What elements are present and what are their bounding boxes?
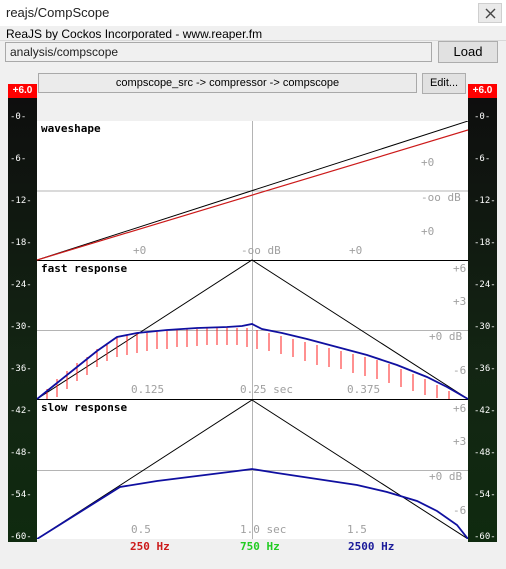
panel-title-waveshape: waveshape <box>41 122 101 135</box>
waveshape-x-label: +0 <box>349 244 363 257</box>
meter-scale-label: -12- <box>10 196 32 206</box>
slow-db-label: +0 dB <box>429 470 463 483</box>
slow-envelope-line <box>37 399 468 539</box>
fast-time-tick: 0.25 sec <box>240 383 293 396</box>
legend-2500hz: 2500 Hz <box>348 540 395 553</box>
meter-scale-label: -60- <box>474 532 496 542</box>
load-button[interactable]: Load <box>438 41 498 63</box>
panel-title-slow-response: slow response <box>41 401 128 414</box>
slow-db-label: +6 <box>453 402 467 415</box>
meter-scale-label: -48- <box>474 448 496 458</box>
waveshape-x-label: -oo dB <box>241 244 281 257</box>
fast-db-label: +0 dB <box>429 330 463 343</box>
waveshape-response-line <box>37 129 468 261</box>
meter-scale-label: -0- <box>10 112 27 122</box>
waveshape-x-label: +0 <box>133 244 147 257</box>
divider <box>0 40 506 41</box>
edit-button[interactable]: Edit... <box>422 73 466 94</box>
panel-title-fast-response: fast response <box>41 262 128 275</box>
fx-chain-label: compscope_src -> compressor -> compscope <box>38 73 417 93</box>
meter-scale-label: -18- <box>10 238 32 248</box>
waveshape-linear-line <box>37 121 468 261</box>
waveshape-db-label: +0 <box>421 156 435 169</box>
meter-scale-label: -6- <box>10 154 27 164</box>
fast-response-blue <box>37 323 468 400</box>
close-icon <box>485 8 496 19</box>
meter-scale-label: -24- <box>10 280 32 290</box>
meter-scale-label: -30- <box>474 322 496 332</box>
slow-db-label: +3 <box>453 435 467 448</box>
slow-response-blue <box>37 468 468 539</box>
title-bar: reajs/CompScope <box>0 0 506 26</box>
meter-scale-label: -42- <box>474 406 496 416</box>
fast-time-tick: 0.375 <box>347 383 381 396</box>
slow-time-tick: 0.5 <box>131 523 151 536</box>
script-path-field[interactable]: analysis/compscope <box>5 42 432 62</box>
window-title: reajs/CompScope <box>6 5 110 20</box>
waveshape-db-label: +0 <box>421 225 435 238</box>
legend-250hz: 250 Hz <box>130 540 170 553</box>
meter-scale-label: -54- <box>474 490 496 500</box>
meter-scale-label: -48- <box>10 448 32 458</box>
fast-envelope-line <box>37 259 468 400</box>
meter-scale-label: -24- <box>474 280 496 290</box>
meter-scale-label: -18- <box>474 238 496 248</box>
scope-grid <box>37 121 468 539</box>
meter-scale-label: -36- <box>474 364 496 374</box>
slow-db-label: -6 <box>453 504 467 517</box>
scope-canvas <box>37 121 468 539</box>
meter-scale-label: -30- <box>10 322 32 332</box>
fast-db-label: +3 <box>453 295 467 308</box>
fast-db-label: +6 <box>453 262 467 275</box>
plugin-window: ReaJS by Cockos Incorporated - www.reape… <box>0 26 506 569</box>
meter-bar-left <box>8 98 37 542</box>
waveshape-db-label: -oo dB <box>421 191 461 204</box>
slow-time-tick: 1.0 sec <box>240 523 287 536</box>
plugin-subtitle: ReaJS by Cockos Incorporated - www.reape… <box>6 27 263 41</box>
input-level-meter: +6.0 <box>8 74 37 544</box>
meter-scale-label: -0- <box>474 112 491 122</box>
fast-time-tick: 0.125 <box>131 383 165 396</box>
close-button[interactable] <box>478 3 502 23</box>
slow-time-tick: 1.5 <box>347 523 367 536</box>
fast-db-label: -6 <box>453 364 467 377</box>
meter-scale-label: -12- <box>474 196 496 206</box>
meter-scale-label: -60- <box>10 532 32 542</box>
meter-scale-label: -54- <box>10 490 32 500</box>
meter-scale-label: -6- <box>474 154 491 164</box>
legend-750hz: 750 Hz <box>240 540 280 553</box>
output-level-meter: +6.0 <box>468 74 497 544</box>
peak-readout-right[interactable]: +6.0 <box>468 84 497 98</box>
meter-bar-right <box>468 98 497 542</box>
meter-scale-label: -42- <box>10 406 32 416</box>
meter-scale-label: -36- <box>10 364 32 374</box>
scope-display: waveshape fast response slow response +0… <box>37 121 468 539</box>
peak-readout-left[interactable]: +6.0 <box>8 84 37 98</box>
